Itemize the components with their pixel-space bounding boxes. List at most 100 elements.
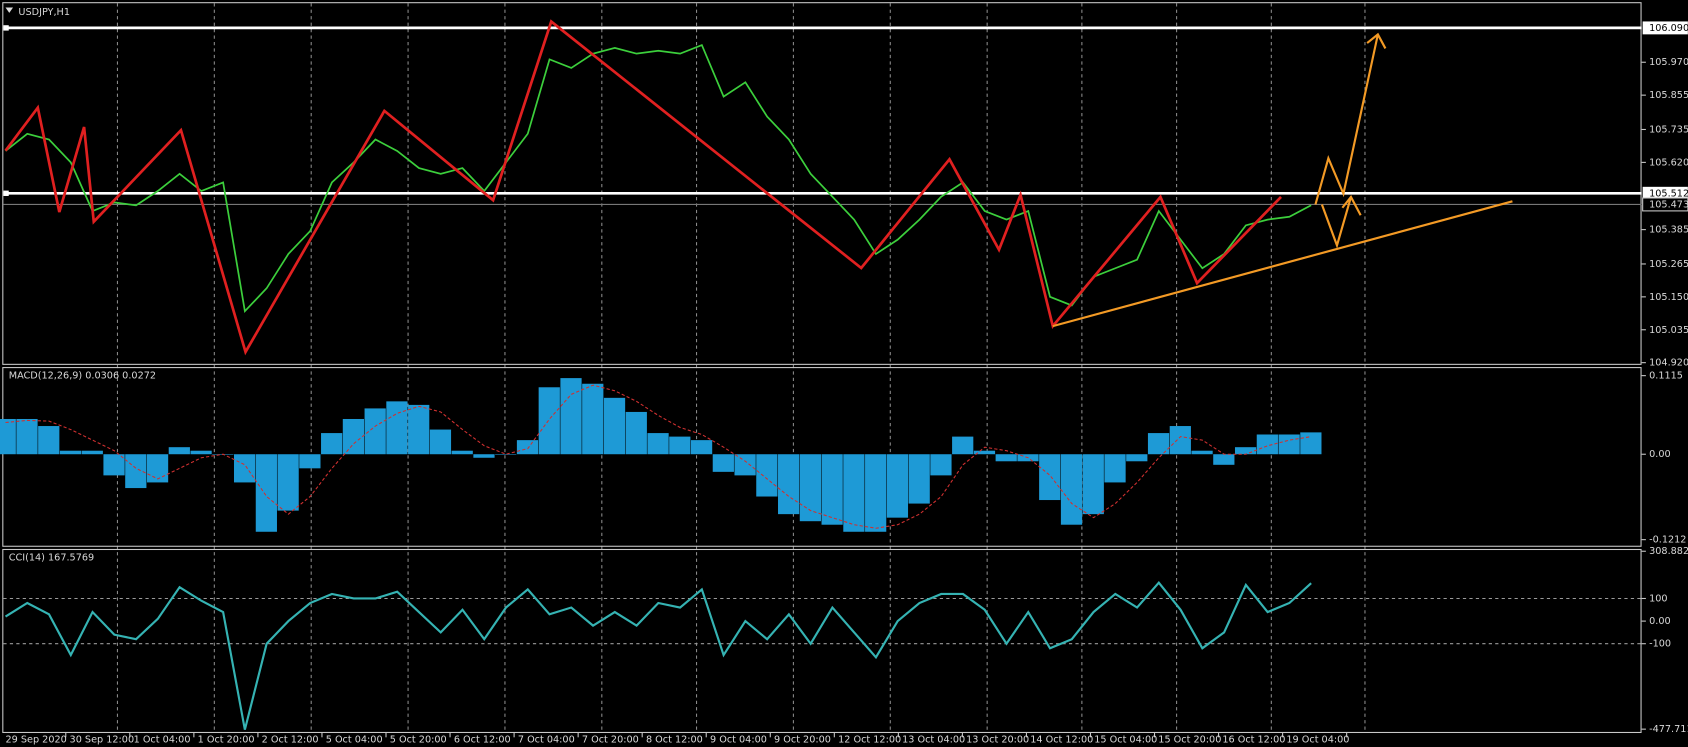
macd-bar — [1104, 454, 1126, 483]
macd-bar — [756, 454, 778, 497]
y-tick-label: 0.00 — [1649, 616, 1671, 627]
macd-bar — [16, 418, 38, 455]
level-handle — [3, 25, 9, 31]
y-tick-label: 100 — [1649, 593, 1667, 604]
level-label: 106.090 — [1649, 23, 1688, 34]
x-tick-label: 7 Oct 04:00 — [518, 734, 575, 745]
zigzag-annotation — [4, 19, 1282, 356]
macd-bar — [930, 454, 952, 476]
macd-bar — [1169, 426, 1191, 455]
macd-panel-frame — [2, 367, 1642, 547]
macd-bar — [299, 454, 321, 469]
macd-bar — [821, 454, 843, 525]
macd-bar — [516, 440, 539, 455]
x-tick-label: 2 Oct 12:00 — [262, 734, 319, 745]
macd-bar — [233, 454, 256, 483]
y-tick-label: 104.920 — [1649, 358, 1688, 369]
macd-bar — [734, 454, 756, 476]
macd-bar — [59, 450, 82, 455]
macd-label: MACD(12,26,9) 0.0306 0.0272 — [9, 371, 156, 382]
macd-bar — [103, 454, 125, 476]
level-label-box — [1642, 21, 1688, 35]
macd-bar — [799, 454, 821, 522]
macd-bar — [973, 450, 996, 455]
macd-bar — [560, 378, 582, 455]
y-tick-label: 105.855 — [1649, 90, 1688, 101]
x-tick-label: 13 Oct 20:00 — [966, 734, 1029, 745]
x-tick-label: 29 Sep 2020 — [6, 734, 67, 745]
y-tick-label: 105.385 — [1649, 225, 1688, 236]
macd-bar — [1278, 434, 1300, 455]
macd-bar — [843, 454, 865, 532]
macd-bar — [408, 404, 430, 455]
y-tick-label: 105.035 — [1649, 325, 1688, 336]
x-tick-label: 1 Oct 04:00 — [134, 734, 191, 745]
macd-bar — [1147, 433, 1170, 455]
x-tick-label: 8 Oct 12:00 — [646, 734, 703, 745]
macd-bar — [1300, 432, 1322, 455]
macd-bar — [1039, 454, 1061, 501]
macd-bar — [690, 440, 713, 455]
x-tick-label: 9 Oct 04:00 — [710, 734, 767, 745]
macd-bar — [1234, 447, 1257, 455]
cci-panel-frame — [2, 548, 1642, 734]
x-tick-label: 5 Oct 04:00 — [326, 734, 383, 745]
x-tick-label: 1 Oct 20:00 — [198, 734, 255, 745]
symbol-menu-arrow[interactable] — [5, 7, 14, 13]
macd-bar — [603, 397, 626, 455]
macd-bar — [1191, 450, 1213, 455]
macd-bar — [190, 450, 212, 455]
macd-bar — [886, 454, 909, 518]
y-tick-label: 105.970 — [1649, 57, 1688, 68]
macd-bar — [647, 433, 669, 455]
y-tick-label: 105.620 — [1649, 157, 1688, 168]
macd-bar — [386, 401, 408, 455]
macd-bar — [277, 454, 299, 511]
x-tick-label: 5 Oct 20:00 — [390, 734, 447, 745]
macd-bar — [168, 447, 190, 455]
macd-bar — [125, 454, 147, 489]
macd-bar — [146, 454, 169, 483]
macd-bar — [952, 436, 974, 455]
macd-bar — [81, 450, 103, 455]
macd-bar — [342, 418, 365, 455]
macd-bar — [0, 418, 16, 455]
current-price-label: 105.473 — [1649, 199, 1688, 210]
macd-bar — [669, 436, 691, 455]
x-tick-label: 12 Oct 12:00 — [838, 734, 901, 745]
y-tick-label: 105.150 — [1649, 292, 1688, 303]
macd-bar — [538, 387, 560, 455]
x-tick-label: 16 Oct 12:00 — [1222, 734, 1285, 745]
price-panel-frame — [2, 2, 1642, 365]
cci-line — [4, 580, 1312, 730]
y-tick-label: 0.00 — [1649, 449, 1671, 460]
macd-bar — [625, 411, 647, 455]
macd-bar — [1060, 454, 1083, 525]
level-label-box — [1642, 186, 1688, 200]
macd-bar — [712, 454, 734, 472]
y-tick-label: 105.735 — [1649, 124, 1688, 135]
level-label: 105.512 — [1649, 188, 1688, 199]
macd-bar — [364, 408, 386, 455]
cci-label: CCI(14) 167.5769 — [9, 553, 94, 564]
x-tick-label: 15 Oct 20:00 — [1158, 734, 1221, 745]
macd-bar — [865, 454, 887, 532]
symbol-label: USDJPY,H1 — [18, 7, 70, 18]
x-tick-label: 30 Sep 12:00 — [70, 734, 135, 745]
y-tick-label: 308.882 — [1649, 546, 1688, 557]
forecast-annotation — [1052, 32, 1513, 328]
y-tick-label: -0.1212 — [1649, 535, 1686, 546]
macd-bar — [451, 450, 473, 455]
y-tick-label: -477.7118 — [1649, 724, 1688, 735]
macd-bar — [1213, 454, 1235, 465]
level-handle — [3, 190, 9, 196]
macd-bar — [778, 454, 800, 515]
macd-bar — [995, 454, 1017, 462]
macd-bar — [1126, 454, 1148, 462]
y-tick-label: 0.1115 — [1649, 371, 1683, 382]
macd-bar — [908, 454, 930, 504]
x-tick-label: 9 Oct 20:00 — [774, 734, 831, 745]
macd-bar — [38, 426, 60, 455]
